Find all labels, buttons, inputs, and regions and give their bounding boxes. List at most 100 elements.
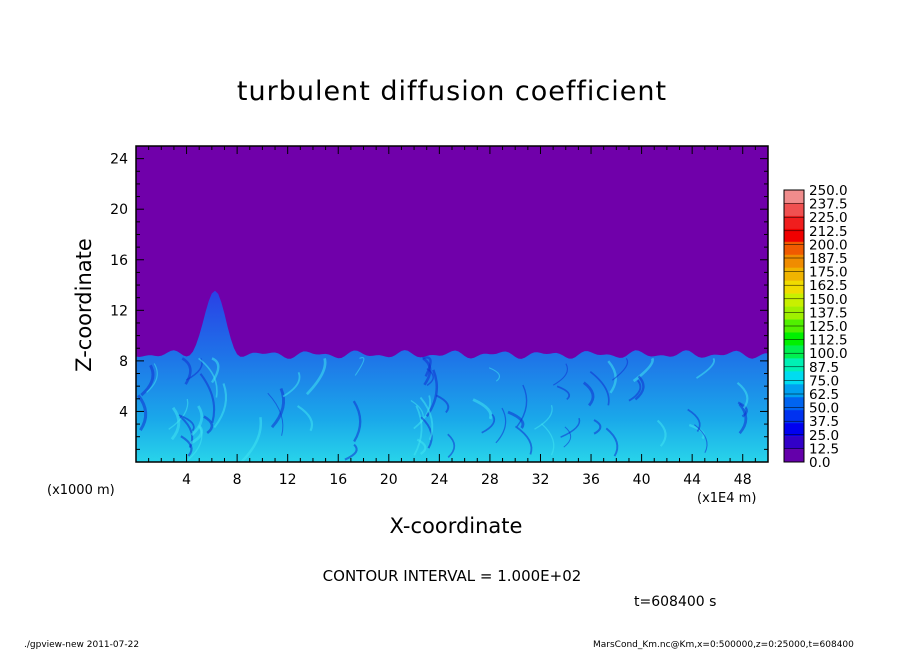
turbulence-streak (605, 427, 619, 457)
turbulence-streak (737, 401, 748, 418)
turbulence-streak (632, 357, 654, 383)
turbulence-streak (181, 357, 192, 385)
y-tick-label: 16 (110, 253, 128, 269)
colorbar-swatch (784, 190, 804, 204)
colorbar-label: 137.5 (809, 305, 848, 321)
y-tick-label: 4 (119, 404, 128, 420)
y-tick-label: 12 (110, 303, 128, 319)
colorbar-label: 212.5 (809, 224, 848, 240)
turbulence-streak (267, 392, 284, 436)
turbulence-streak (534, 404, 553, 430)
x-tick-label: 20 (380, 472, 398, 488)
turbulence-streak (426, 368, 434, 386)
turbulence-streak (203, 415, 214, 435)
colorbar-swatch (784, 267, 804, 281)
colorbar-swatch (784, 254, 804, 269)
colorbar-swatch (784, 436, 804, 450)
x-axis-label: X-coordinate (389, 514, 523, 538)
colorbar-swatch (784, 241, 804, 256)
contour-interval: CONTOUR INTERVAL = 1.000E+02 (322, 567, 582, 585)
colorbar-label: 0.0 (809, 455, 830, 471)
turbulence-streak (344, 443, 358, 461)
plot-area (136, 146, 768, 462)
colorbar-label: 75.0 (809, 373, 839, 389)
turbulence-streak (354, 357, 365, 376)
colorbar-swatch (784, 384, 804, 398)
colorbar-label: 187.5 (809, 251, 848, 267)
turbulence-streak (514, 425, 533, 455)
turbulence-streak (481, 413, 496, 434)
turbulence-streak (495, 407, 507, 444)
colorbar-swatch (784, 371, 804, 385)
turbulence-streak (179, 415, 194, 449)
turbulence-streak (556, 385, 570, 401)
turbulence-streak (541, 423, 555, 456)
turbulence-streak (563, 426, 572, 448)
turbulence-streak (435, 394, 450, 414)
turbulence-streak (178, 414, 195, 432)
turbulence-streak (305, 358, 327, 396)
colorbar-label: 12.5 (809, 441, 839, 457)
colorbar: 250.0237.5225.0212.5200.0187.5175.0162.5… (783, 183, 848, 471)
x-tick-label: 8 (233, 472, 242, 488)
turbulence-streak (198, 357, 218, 398)
colorbar-label: 200.0 (809, 237, 848, 253)
turbulence-streak (612, 358, 629, 381)
colorbar-swatch (784, 332, 804, 346)
turbulence-streak (472, 398, 493, 420)
turbulence-streak (170, 406, 181, 441)
colorbar-label: 100.0 (809, 346, 848, 362)
turbulence-streak (656, 419, 667, 447)
x-tick-label: 44 (683, 472, 701, 488)
turbulence-streak (297, 405, 314, 432)
colorbar-swatch (784, 345, 804, 359)
colorbar-swatch (784, 215, 804, 230)
turbulence-streak (270, 387, 285, 429)
colorbar-swatch (784, 423, 804, 437)
colorbar-label: 62.5 (809, 387, 839, 403)
turbulence-streak (687, 408, 701, 432)
x-tick-label: 36 (582, 472, 600, 488)
turbulence-streak (507, 410, 525, 429)
turbulence-streak (447, 433, 456, 459)
y-axis: 4 8 12 16 20 24 (110, 152, 768, 450)
footer-left: ./gpview-new 2011-07-22 (24, 640, 140, 650)
turbulence-streak (422, 356, 432, 377)
y-tick-label: 8 (119, 354, 128, 370)
turbulence-streak (211, 357, 220, 384)
turbulence-streak (553, 363, 569, 386)
colorbar-swatch (784, 358, 804, 372)
turbulence-streak (628, 379, 642, 402)
turbulence-streak (516, 384, 528, 427)
colorbar-label: 162.5 (809, 278, 848, 294)
turbulence-streak (422, 357, 432, 386)
turbulence-streak (282, 371, 301, 398)
turbulence-streak (738, 403, 748, 435)
colorbar-swatch (784, 202, 804, 217)
colorbar-swatch (784, 397, 804, 411)
colorbar-swatch (784, 280, 804, 294)
footer-right: MarsCond_Km.nc@Km,x=0:500000,z=0:25000,t… (593, 640, 854, 650)
turbulence-streak (199, 373, 216, 423)
colorbar-label: 225.0 (809, 210, 848, 226)
turbulence-streak (140, 364, 155, 397)
colorbar-label: 250.0 (809, 183, 848, 199)
time-label: t=608400 s (634, 594, 717, 610)
colorbar-label: 150.0 (809, 292, 848, 308)
turbulence-streak (593, 419, 602, 435)
turbulence-streaks (136, 356, 749, 462)
turbulence-streak (190, 405, 204, 436)
turbulence-streak (413, 395, 431, 430)
turbulence-streak (136, 394, 148, 432)
turbulence-streak (146, 363, 158, 393)
turbulence-streak (589, 371, 610, 406)
turbulence-streak (419, 396, 434, 441)
x-tick-label: 28 (481, 472, 499, 488)
turbulence-streak (634, 375, 645, 401)
y-tick-label: 20 (110, 202, 128, 218)
colorbar-swatch (784, 228, 804, 243)
turbulence-streak (240, 417, 263, 462)
turbulent-layer (136, 290, 768, 462)
turbulence-streak (736, 381, 749, 409)
